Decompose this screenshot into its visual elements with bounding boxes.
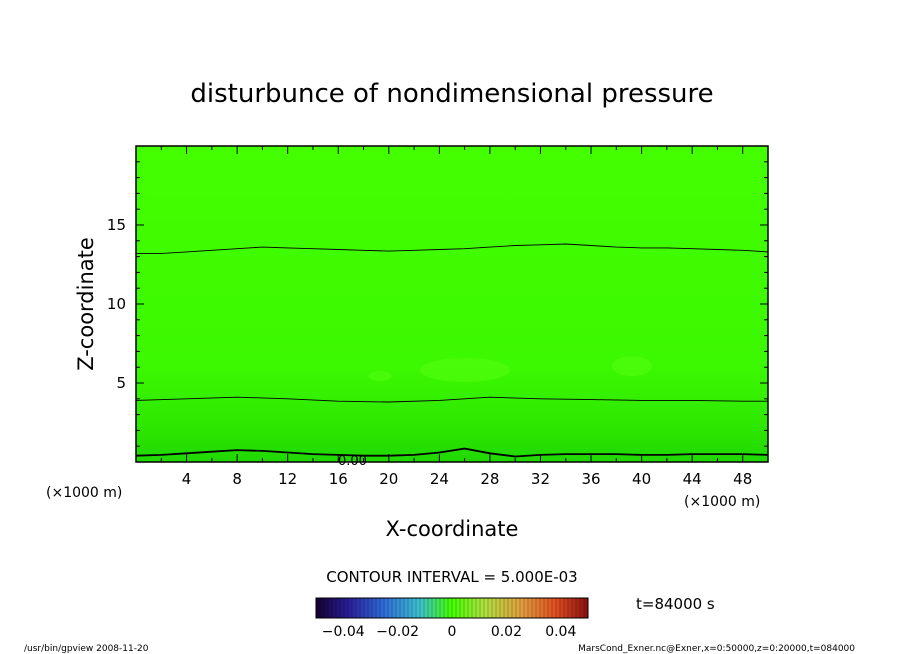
colorbar-tick-label: 0	[448, 624, 457, 640]
y-tick-label: 5	[116, 374, 126, 392]
colorbar-ticks: −0.04 −0.02 0 0.02 0.04	[322, 624, 577, 640]
contour-lines	[135, 243, 769, 458]
chart-title: disturbunce of nondimensional pressure	[190, 79, 713, 109]
contour-label: 0.00	[338, 454, 367, 469]
x-tick-label: 32	[531, 470, 550, 488]
field-blob	[612, 356, 652, 376]
contour-line	[135, 447, 769, 458]
colorbar	[315, 597, 589, 619]
contour-line	[135, 396, 768, 403]
y-axis: 5 10 15	[107, 161, 768, 447]
colorbar-tick-label: 0.04	[545, 624, 576, 640]
field-blob	[420, 358, 510, 382]
x-tick-label: 40	[632, 470, 651, 488]
contour-line	[136, 243, 769, 254]
x-unit-left: (×1000 m)	[46, 485, 122, 501]
plot-field	[136, 146, 768, 462]
x-tick-label: 48	[733, 470, 752, 488]
x-tick-label: 8	[232, 470, 242, 488]
x-tick-label: 28	[480, 470, 499, 488]
field-blob	[368, 371, 392, 381]
colorbar-tick-label: −0.02	[376, 624, 419, 640]
x-tick-label: 20	[379, 470, 398, 488]
x-tick-label: 4	[182, 470, 192, 488]
colorbar-tick-label: 0.02	[491, 624, 522, 640]
time-label: t=84000 s	[636, 595, 715, 613]
x-axis: 4 8 12 16 20 24 28 32 36 40 44 48	[160, 146, 752, 488]
x-tick-label: 44	[683, 470, 702, 488]
y-axis-label: Z-coordinate	[74, 237, 98, 371]
y-tick-label: 15	[107, 216, 126, 234]
colorbar-tick-label: −0.04	[322, 624, 365, 640]
x-tick-label: 12	[278, 470, 297, 488]
footer-right: MarsCond_Exner.nc@Exner,x=0:50000,z=0:20…	[578, 644, 855, 654]
x-tick-label: 16	[329, 470, 348, 488]
contour-interval: CONTOUR INTERVAL = 5.000E-03	[326, 568, 577, 586]
footer-left: /usr/bin/gpview 2008-11-20	[24, 644, 149, 654]
x-tick-label: 36	[581, 470, 600, 488]
y-tick-label: 10	[107, 295, 126, 313]
x-tick-label: 24	[430, 470, 449, 488]
x-unit-right: (×1000 m)	[684, 494, 760, 510]
colorbar-stripes	[319, 598, 585, 618]
x-axis-label: X-coordinate	[386, 517, 519, 541]
